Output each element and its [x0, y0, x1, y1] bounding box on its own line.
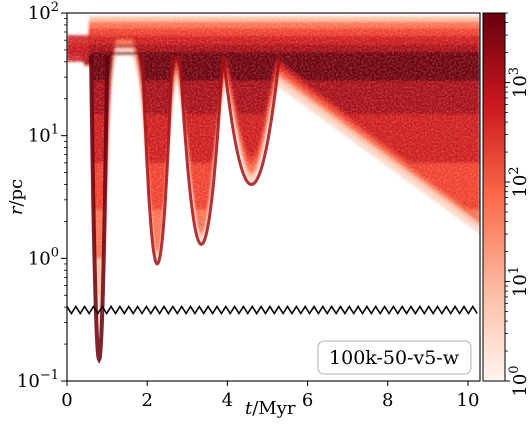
x-tick-label: 8	[382, 390, 393, 411]
x-axis: 0 2 4 6 8 10	[61, 381, 479, 411]
model-label-text: 100k-50-v5-w	[329, 347, 460, 369]
colorbar-tick-label: 102	[507, 166, 531, 197]
collapse-streak-1	[141, 55, 174, 266]
collapse-streak-2	[178, 55, 225, 247]
y-tick-label: 100	[28, 245, 59, 269]
x-axis-label: t/Myr	[245, 398, 296, 419]
y-tick-label: 102	[28, 0, 59, 24]
x-tick-label: 4	[222, 390, 233, 411]
x-tick-label: 10	[457, 390, 480, 411]
plot-frame	[66, 12, 481, 382]
noise-texture	[67, 13, 480, 381]
colorbar-gradient	[482, 12, 506, 382]
colorbar-tick-label: 103	[507, 67, 531, 98]
x-axis-var: t	[245, 398, 253, 419]
binary-orbit-line	[67, 304, 478, 316]
x-tick-label: 2	[141, 390, 152, 411]
y-axis-var: r	[6, 205, 27, 215]
y-axis-label: r/pc	[6, 179, 27, 215]
x-tick-label: 6	[302, 390, 313, 411]
y-tick-label: 10−1	[17, 368, 59, 392]
colorbar-tick-label: 100	[507, 365, 531, 396]
y-tick-label: 101	[28, 123, 59, 147]
y-axis: 10−1 100 101 102	[17, 0, 67, 392]
model-label-badge: 100k-50-v5-w	[317, 340, 472, 375]
colorbar: 100 101 102 103	[482, 12, 531, 397]
collapse-streak-3	[221, 55, 281, 187]
y-axis-unit: /pc	[6, 179, 27, 207]
collapse-streak-0	[89, 55, 110, 364]
heatmap-area	[67, 13, 480, 381]
x-axis-unit: /Myr	[252, 398, 296, 419]
colorbar-tick-label: 101	[507, 266, 531, 297]
x-tick-label: 0	[61, 390, 72, 411]
